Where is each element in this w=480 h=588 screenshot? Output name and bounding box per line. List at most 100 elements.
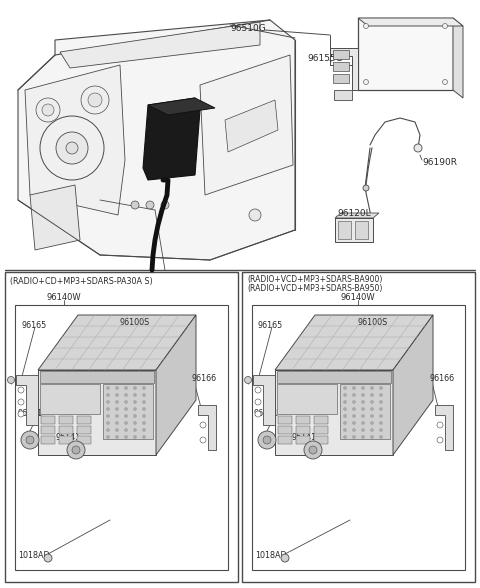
Circle shape [352, 407, 356, 410]
Bar [278, 436, 292, 444]
Circle shape [143, 429, 145, 432]
Circle shape [146, 201, 154, 209]
Bar [314, 416, 328, 424]
Circle shape [380, 407, 383, 410]
Polygon shape [334, 90, 352, 100]
Circle shape [116, 436, 119, 439]
Circle shape [44, 554, 52, 562]
Circle shape [344, 429, 347, 432]
Text: (RADIO+CD+MP3+SDARS-PA30A S): (RADIO+CD+MP3+SDARS-PA30A S) [10, 276, 153, 286]
Circle shape [371, 422, 373, 425]
Circle shape [361, 415, 364, 417]
Bar [314, 436, 328, 444]
Circle shape [107, 407, 109, 410]
Polygon shape [30, 185, 80, 250]
Polygon shape [38, 370, 156, 455]
Bar [278, 416, 292, 424]
Circle shape [281, 554, 289, 562]
Circle shape [116, 393, 119, 396]
Polygon shape [16, 375, 38, 425]
Circle shape [344, 400, 347, 403]
Circle shape [255, 399, 261, 405]
Bar [59, 416, 73, 424]
Circle shape [363, 79, 369, 85]
Bar [338, 221, 351, 239]
Circle shape [443, 24, 447, 28]
Circle shape [107, 400, 109, 403]
Circle shape [26, 436, 34, 444]
Polygon shape [358, 18, 463, 26]
Bar [333, 62, 349, 71]
Bar [358, 18, 453, 90]
Circle shape [8, 376, 14, 383]
Circle shape [380, 415, 383, 417]
Circle shape [18, 387, 24, 393]
Text: 96141: 96141 [55, 433, 80, 443]
Circle shape [143, 400, 145, 403]
Circle shape [244, 376, 252, 383]
Circle shape [18, 411, 24, 417]
Circle shape [131, 201, 139, 209]
Circle shape [352, 422, 356, 425]
Circle shape [116, 400, 119, 403]
Bar [333, 50, 349, 59]
Text: (RADIO+VCD+MP3+SDARS-BA950): (RADIO+VCD+MP3+SDARS-BA950) [247, 283, 383, 292]
Bar [59, 426, 73, 434]
Circle shape [143, 436, 145, 439]
Text: 96100S: 96100S [120, 318, 150, 326]
Polygon shape [18, 20, 295, 260]
Circle shape [40, 116, 104, 180]
Text: 96166: 96166 [192, 373, 217, 383]
Circle shape [124, 415, 128, 417]
Circle shape [124, 400, 128, 403]
Circle shape [380, 386, 383, 389]
Circle shape [161, 201, 169, 209]
Circle shape [371, 415, 373, 417]
Circle shape [363, 24, 369, 28]
Bar [296, 436, 310, 444]
Bar [277, 384, 337, 414]
Circle shape [371, 393, 373, 396]
Bar [41, 436, 55, 444]
Circle shape [437, 422, 443, 428]
Polygon shape [335, 213, 379, 218]
Circle shape [361, 422, 364, 425]
Bar [77, 416, 91, 424]
Circle shape [116, 422, 119, 425]
Circle shape [344, 386, 347, 389]
Circle shape [124, 436, 128, 439]
Circle shape [133, 429, 136, 432]
Circle shape [124, 422, 128, 425]
Polygon shape [253, 375, 275, 425]
Circle shape [143, 386, 145, 389]
Text: 96100S: 96100S [357, 318, 387, 326]
Circle shape [81, 86, 109, 114]
Bar [5, 272, 238, 582]
Bar [340, 384, 390, 439]
Text: 96510G: 96510G [230, 24, 266, 32]
Circle shape [352, 429, 356, 432]
Circle shape [56, 132, 88, 164]
Circle shape [36, 98, 60, 122]
Text: 96141: 96141 [292, 433, 317, 443]
Text: 1018AD: 1018AD [255, 552, 287, 560]
Text: 1018AD: 1018AD [18, 552, 49, 560]
Circle shape [361, 436, 364, 439]
Text: 96166: 96166 [430, 373, 455, 383]
Circle shape [304, 441, 322, 459]
Circle shape [258, 431, 276, 449]
Bar [41, 416, 55, 424]
Bar [296, 426, 310, 434]
Text: 96120L: 96120L [337, 209, 371, 218]
Circle shape [124, 393, 128, 396]
Polygon shape [275, 315, 433, 370]
Text: 96140W: 96140W [47, 292, 81, 302]
Bar [77, 426, 91, 434]
Bar [41, 426, 55, 434]
Polygon shape [330, 48, 358, 90]
Polygon shape [275, 370, 393, 455]
Circle shape [361, 400, 364, 403]
Polygon shape [60, 22, 260, 68]
Circle shape [255, 411, 261, 417]
Circle shape [380, 422, 383, 425]
